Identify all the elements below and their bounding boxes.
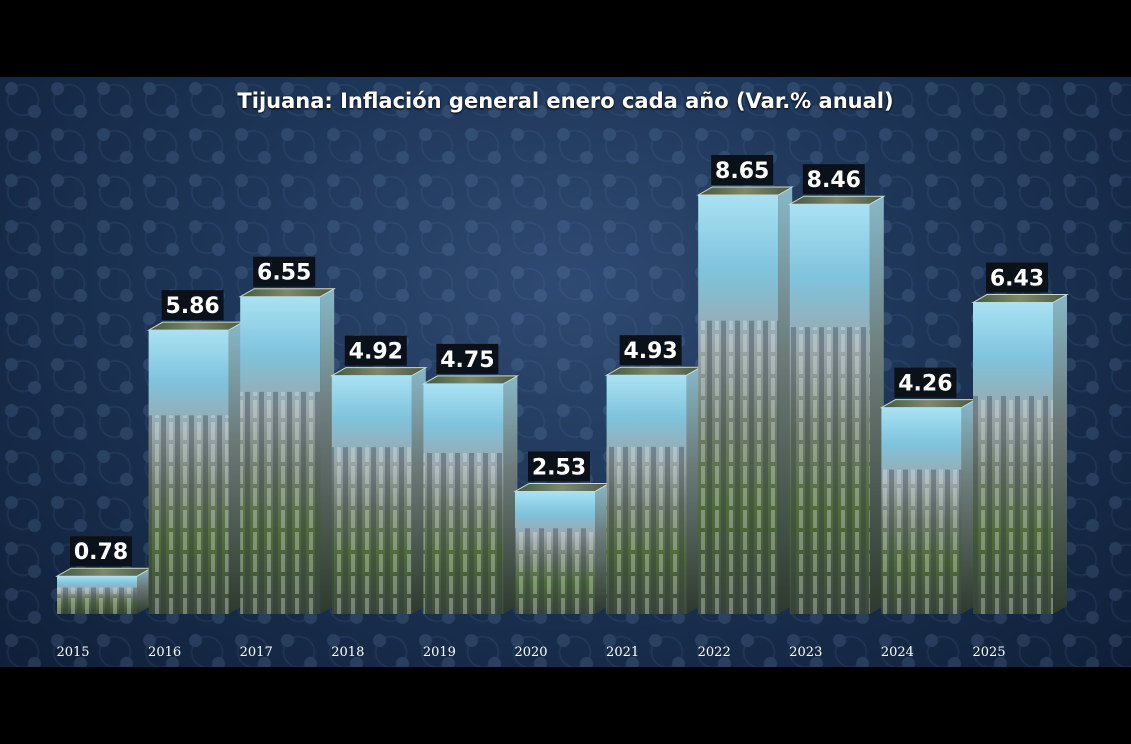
value-label-bg-2021 xyxy=(619,335,682,366)
bar-top-2021 xyxy=(604,366,703,376)
value-label-bg-2016 xyxy=(161,290,224,321)
value-label-2017: 6.55 xyxy=(257,261,311,286)
value-label-bg-2024 xyxy=(894,367,957,398)
bar-top-2025 xyxy=(971,294,1069,304)
value-label-bg-2022 xyxy=(711,155,774,185)
bar-top-2024 xyxy=(879,399,978,409)
value-label-bg-2017 xyxy=(253,256,316,287)
value-label-bg-2015 xyxy=(70,536,132,567)
x-tick-2016: 2016 xyxy=(148,645,181,660)
bars-group: 0.78 2015 5.86 2016 6.55 2017 4.92 2018 4.75 2019… xyxy=(55,155,1069,660)
bar-top-2015 xyxy=(55,567,153,577)
bar-texture-2021 xyxy=(606,446,687,614)
bar-side-2023 xyxy=(869,196,884,614)
bar-side-2020 xyxy=(595,483,609,614)
value-label-bg-2018 xyxy=(344,335,407,366)
bar-texture-2025 xyxy=(973,395,1053,614)
value-label-2021: 4.93 xyxy=(623,339,677,364)
bar-texture-2023 xyxy=(789,327,870,614)
value-label-2019: 4.75 xyxy=(440,348,494,373)
bar-side-2021 xyxy=(686,367,701,614)
value-label-2018: 4.92 xyxy=(349,340,403,365)
x-tick-2021: 2021 xyxy=(606,645,639,660)
bar-top-2018 xyxy=(329,367,428,377)
value-label-2023: 8.46 xyxy=(807,168,861,193)
bar-top-2019 xyxy=(421,375,520,385)
bar-texture-2016 xyxy=(148,415,229,614)
x-tick-2019: 2019 xyxy=(423,645,456,660)
x-tick-2023: 2023 xyxy=(789,645,822,660)
x-tick-2015: 2015 xyxy=(56,645,89,660)
chart-title: Tijuana: Inflación general enero cada añ… xyxy=(237,89,894,113)
bar-texture-2024 xyxy=(881,469,962,614)
bar-top-2017 xyxy=(238,288,337,298)
value-label-2015: 0.78 xyxy=(74,540,128,565)
bar-side-2018 xyxy=(411,367,426,614)
value-label-2022: 8.65 xyxy=(715,159,769,184)
x-tick-2024: 2024 xyxy=(881,645,914,660)
bar-top-2023 xyxy=(787,195,886,205)
bar-texture-2020 xyxy=(515,528,595,614)
value-label-bg-2020 xyxy=(528,451,590,482)
value-label-2025: 6.43 xyxy=(990,267,1044,292)
bar-texture-2018 xyxy=(331,447,412,614)
bar-texture-2015 xyxy=(57,587,137,614)
bar-texture-2022 xyxy=(698,320,779,614)
x-tick-2022: 2022 xyxy=(698,645,731,660)
bar-side-2024 xyxy=(961,399,976,614)
bar-side-2019 xyxy=(503,375,518,614)
bar-side-2016 xyxy=(228,322,243,614)
value-label-2016: 5.86 xyxy=(165,294,219,319)
bar-top-2022 xyxy=(696,186,795,196)
x-tick-2020: 2020 xyxy=(514,645,547,660)
x-tick-2025: 2025 xyxy=(972,645,1005,660)
x-tick-2017: 2017 xyxy=(240,645,273,660)
bar-top-2020 xyxy=(513,482,611,492)
bar-texture-2019 xyxy=(423,452,504,614)
value-label-bg-2019 xyxy=(436,343,499,374)
bar-top-2016 xyxy=(146,321,245,331)
value-label-bg-2025 xyxy=(986,262,1048,293)
bar-side-2017 xyxy=(320,288,335,614)
bar-side-2025 xyxy=(1053,294,1067,614)
value-label-2020: 2.53 xyxy=(532,455,586,480)
bar-side-2022 xyxy=(778,187,793,614)
value-label-2024: 4.26 xyxy=(898,372,952,397)
bar-side-2015 xyxy=(137,568,151,614)
value-label-bg-2023 xyxy=(802,164,865,195)
bar-texture-2017 xyxy=(240,391,321,614)
x-tick-2018: 2018 xyxy=(331,645,364,660)
